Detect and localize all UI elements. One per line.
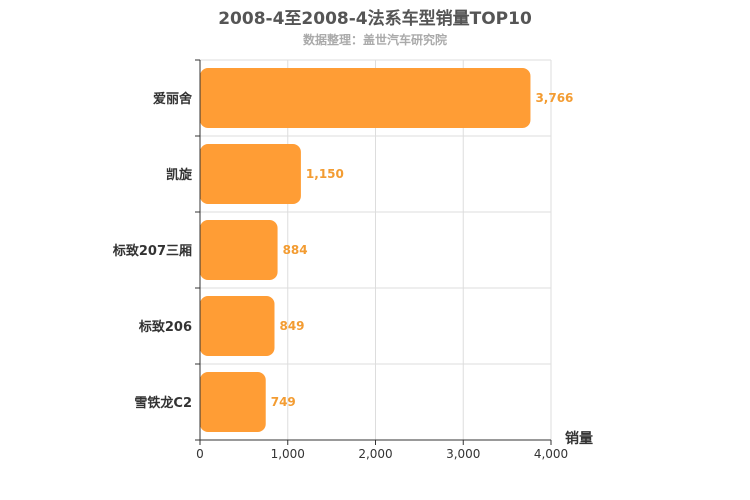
x-tick-label: 1,000 (271, 447, 305, 461)
category-label: 雪铁龙C2 (134, 395, 192, 411)
chart-subtitle: 数据整理：盖世汽车研究院 (302, 33, 447, 47)
category-label: 爱丽舍 (153, 91, 193, 107)
bar (200, 144, 301, 204)
category-label: 标致207三厢 (112, 243, 192, 259)
data-label: 749 (271, 395, 296, 409)
data-label: 884 (283, 243, 308, 257)
bar (200, 220, 278, 280)
category-label: 标致206 (138, 319, 192, 335)
bar (200, 296, 275, 356)
data-label: 1,150 (306, 167, 344, 181)
data-label: 849 (279, 319, 304, 333)
x-tick-label: 0 (196, 447, 204, 461)
data-label: 3,766 (535, 91, 573, 105)
x-tick-label: 2,000 (358, 447, 392, 461)
x-tick-label: 4,000 (534, 447, 568, 461)
bar (200, 68, 531, 128)
chart-title: 2008-4至2008-4法系车型销量TOP10 (218, 9, 532, 29)
bar (200, 372, 266, 432)
x-tick-label: 3,000 (446, 447, 480, 461)
category-label: 凯旋 (166, 167, 193, 183)
x-axis-title: 销量 (565, 430, 593, 447)
